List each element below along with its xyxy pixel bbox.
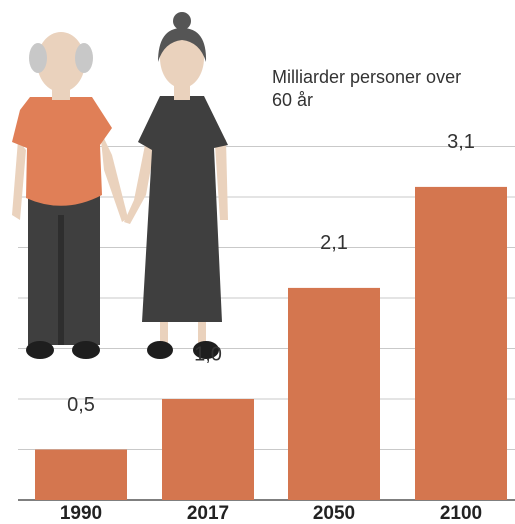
bar xyxy=(288,287,380,500)
woman-bun xyxy=(173,12,191,30)
x-tick-label: 2100 xyxy=(440,503,482,524)
man-hair xyxy=(29,43,47,73)
bars xyxy=(35,186,507,500)
man-shirt xyxy=(12,97,112,206)
labels: 0,5 1990 1,0 2017 2,1 2050 3,1 2100 xyxy=(60,131,482,524)
woman-shoe xyxy=(193,341,219,359)
x-tick-label: 2017 xyxy=(187,503,229,524)
woman-dress xyxy=(138,96,228,322)
x-tick-label: 1990 xyxy=(60,503,102,524)
woman-arm xyxy=(214,130,228,220)
bar xyxy=(415,186,507,500)
man-arm xyxy=(12,140,26,220)
man-head xyxy=(37,32,85,92)
x-tick-label: 2050 xyxy=(313,503,355,524)
man-shoe xyxy=(26,341,54,359)
woman-shoe xyxy=(147,341,173,359)
annotation: Milliarder personer over 60 år xyxy=(272,67,462,110)
value-label: 2,1 xyxy=(320,232,348,254)
bar xyxy=(35,449,127,500)
value-label: 3,1 xyxy=(447,131,475,153)
value-label: 0,5 xyxy=(67,394,95,416)
woman-hair xyxy=(158,28,207,62)
value-label: 1,0 xyxy=(194,343,222,365)
man-arm xyxy=(100,130,128,222)
illustration xyxy=(12,12,228,359)
woman-arm xyxy=(124,130,156,224)
bar xyxy=(162,399,254,500)
man-hair xyxy=(75,43,93,73)
man-shoe xyxy=(72,341,100,359)
woman-leg xyxy=(160,322,168,344)
woman-leg xyxy=(198,322,206,344)
man-pants-seam xyxy=(58,215,64,345)
